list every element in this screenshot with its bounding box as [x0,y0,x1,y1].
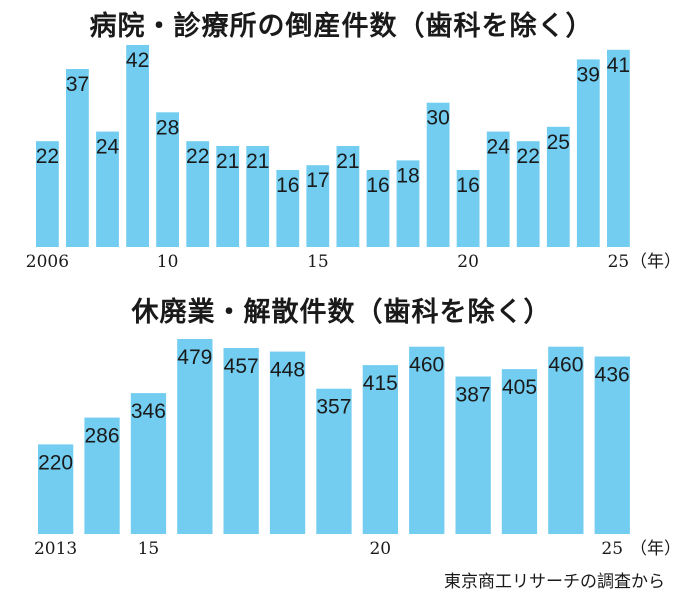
chart1-value-label: 21 [336,150,359,173]
chart1-value-label: 21 [216,150,239,173]
chart2-bar [84,417,120,534]
chart1-bar [426,102,450,247]
chart1-value-label: 16 [276,174,299,197]
chart1-bar [36,141,59,247]
chart2-bar [130,393,167,534]
chart1-tick-label: 20 [457,252,479,272]
chart2-bar [501,369,538,534]
chart2-title: 休廃業・解散件数（歯科を除く） [131,297,552,328]
chart1-bar [486,131,510,247]
chart1-bar [126,45,149,247]
chart1-bar [396,160,420,247]
chart1-bar [216,146,240,247]
chart2-value-label: 479 [177,346,212,369]
chart1-value-label: 16 [366,174,389,197]
chart2-value-label: 220 [38,451,73,474]
chart1-bar [607,49,630,247]
chart2-bar [269,351,306,534]
chart1-value-label: 41 [607,54,630,77]
chart2-tick-label: 15 [138,539,160,559]
chart2-value-label: 357 [316,396,351,419]
chart1-tick-label: 15 [307,252,329,272]
chart1-value-label: 30 [426,107,449,130]
chart1-bar [66,69,89,247]
chart2-tick-label: 2013 [34,539,77,559]
chart1-tick-label: 10 [157,252,179,272]
chart1-value-label: 37 [66,73,89,96]
chart1-bar [546,126,570,247]
chart1-bar [96,131,119,247]
chart1-value-label: 24 [487,136,511,159]
chart1: 22 37 24 42 28 22 21 21 16 17 21 16 18 30 16 24 22 25 39 41… [26,45,681,272]
chart1-bar [576,59,600,248]
source-note: 東京商工リサーチの調査から [444,572,665,592]
chart2-value-label: 460 [409,354,444,377]
chart2-bar [455,376,491,534]
chart1-value-label: 22 [186,145,209,168]
chart2-value-label: 460 [548,354,583,377]
chart1-unit-label: （年） [630,252,681,272]
chart1-value-label: 39 [577,63,600,86]
chart1-value-label: 25 [547,131,570,154]
chart1-bar [336,146,360,247]
chart2-bar [38,444,74,534]
chart2-value-label: 346 [131,400,166,423]
chart2-bar [409,346,445,534]
chart1-value-label: 18 [396,164,419,187]
chart1-value-label: 21 [246,150,269,173]
chart1-bar [156,112,179,247]
chart2-bar [594,356,630,534]
chart2-value-label: 387 [456,384,491,407]
chart1-value-label: 22 [517,145,540,168]
chart2-value-label: 415 [363,372,398,395]
chart1-tick-label: 25 [608,252,630,272]
chart1-tick-label: 2006 [26,252,69,272]
chart2-value-label: 448 [270,359,305,382]
chart1-bar [246,146,270,247]
chart1-bar [186,141,210,247]
chart1-value-label: 42 [126,49,149,72]
chart2-bar [316,388,352,534]
chart2-tick-label: 20 [369,539,391,559]
chart2-value-label: 457 [224,355,259,378]
chart1-bar [276,170,300,247]
chart1-bar [366,170,390,247]
chart2-tick-label: 25 [601,539,623,559]
chart2-bar [177,339,213,534]
chart1-value-label: 24 [96,136,120,159]
chart1-bar [306,165,330,247]
chart1-title: 病院・診療所の倒産件数（歯科を除く） [89,11,594,42]
chart1-value-label: 28 [156,116,179,139]
chart1-value-label: 17 [306,169,329,192]
chart1-value-label: 22 [36,145,59,168]
chart2-bar [548,346,584,534]
chart2-bar [362,365,398,534]
chart1-bar [456,170,480,247]
chart1-value-label: 16 [456,174,479,197]
chart2-bar [223,348,259,534]
chart1-bar [516,141,540,247]
chart2-value-label: 405 [502,376,537,399]
chart2-value-label: 286 [84,425,119,448]
chart2-value-label: 436 [595,364,630,387]
chart2-unit-label: （年） [630,539,681,559]
